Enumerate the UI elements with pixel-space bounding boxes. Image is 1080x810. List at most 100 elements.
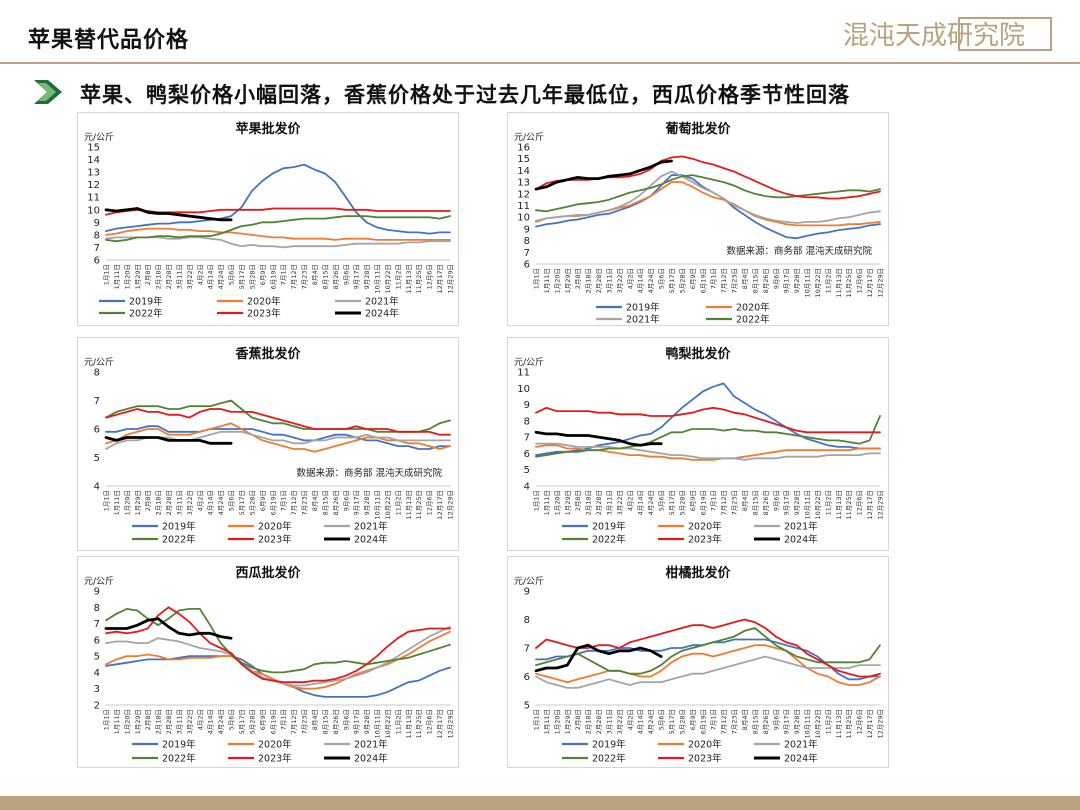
x-tick-label: 4月2日 [626,709,634,730]
x-tick-label: 7月1日 [280,709,288,730]
x-tick-label: 12月17日 [866,490,874,520]
y-tick-label: 7 [94,243,100,254]
series-line-2021年 [535,170,881,224]
y-tick-label: 4 [524,482,530,493]
y-tick-label: 7 [524,433,530,444]
x-tick-label: 3月22日 [616,490,624,515]
x-tick-label: 7月1日 [280,264,288,285]
x-tick-label: 12月17日 [866,268,874,298]
x-tick-label: 10月22日 [384,709,392,739]
x-tick-label: 2月8日 [144,264,152,285]
y-axis-label: 元/公斤 [84,576,114,587]
legend-label: 2020年 [258,521,292,533]
legend-label: 2019年 [592,739,626,751]
x-tick-label: 5月6日 [658,268,666,289]
x-tick-label: 2月8日 [574,490,582,511]
y-tick-label: 6 [94,256,100,267]
y-tick-label: 9 [524,224,530,235]
x-tick-label: 11月2日 [824,709,832,734]
chart-panel-watermelon: 西瓜批发价 元/公斤 2 3 4 5 6 7 8 9 1月1日 1月11日 1月20日 1月29日 2月8日… [77,556,459,768]
series-line-2021年 [535,442,881,461]
x-tick-label: 4月24日 [647,490,655,515]
x-tick-label: 2月28日 [165,709,173,734]
chart-panel-apple: 苹果批发价 元/公斤 6 7 8 9 10 11 12 13 14 15 1月1日 1月11日 1月20日 1… [77,112,459,326]
x-tick-label: 8月15日 [751,268,759,293]
chart-title: 柑橘批发价 [665,565,731,581]
series-line-2019年 [105,425,451,450]
legend-label: 2023年 [258,534,292,546]
x-tick-label: 1月11日 [113,709,121,734]
x-tick-label: 12月17日 [866,709,874,739]
legend-label: 2024年 [784,753,818,765]
series-line-2024年 [534,643,663,673]
x-tick-label: 1月20日 [123,490,131,515]
x-tick-label: 11月2日 [824,268,832,293]
source-note: 数据来源：商务部 混沌天成研究院 [296,467,442,479]
x-tick-label: 7月1日 [280,490,288,511]
x-tick-label: 4月24日 [647,268,655,293]
x-tick-label: 8月4日 [741,268,749,289]
y-tick-label: 11 [87,193,100,204]
chart-title: 苹果批发价 [235,121,301,137]
x-tick-label: 7月23日 [301,490,309,515]
x-tick-label: 4月2日 [626,490,634,511]
x-tick-label: 3月11日 [175,490,183,515]
x-tick-label: 5月28日 [678,490,686,515]
x-tick-label: 2月28日 [595,490,603,515]
x-tick-label: 1月1日 [103,490,111,511]
x-tick-label: 8月15日 [321,490,329,515]
x-tick-label: 5月28日 [248,709,256,734]
y-tick-label: 6 [94,635,100,646]
x-tick-label: 1月11日 [543,268,551,293]
x-tick-label: 6月9日 [259,709,267,730]
x-tick-label: 3月11日 [605,709,613,734]
y-tick-label: 14 [517,166,530,177]
chart-panel-citrus: 柑橘批发价 元/公斤 5 6 7 8 9 1月1日 1月11日 1月20日 1月29日 2月8日 2月1… [507,556,889,768]
x-tick-label: 8月26日 [332,490,340,515]
x-tick-label: 5月17日 [668,490,676,515]
x-tick-label: 2月28日 [595,268,603,293]
y-tick-label: 12 [87,180,100,191]
x-tick-label: 9月28日 [363,264,371,289]
x-tick-label: 7月1日 [710,709,718,730]
legend-label: 2022年 [162,753,196,765]
x-tick-label: 9月6日 [772,490,780,511]
chart-title: 香蕉批发价 [234,346,301,362]
x-tick-label: 2月28日 [165,490,173,515]
x-tick-label: 11月25日 [415,490,423,520]
x-tick-label: 10月22日 [814,490,822,520]
x-tick-label: 2月8日 [574,709,582,730]
x-tick-label: 11月13日 [835,268,843,298]
x-tick-label: 2月18日 [585,268,593,293]
y-tick-label: 13 [87,168,100,179]
x-tick-label: 11月2日 [394,490,402,515]
x-tick-label: 12月6日 [856,268,864,293]
x-tick-label: 10月11日 [804,490,812,520]
x-tick-label: 8月4日 [311,709,319,730]
x-tick-label: 6月19日 [269,264,277,289]
x-tick-label: 2月28日 [595,709,603,734]
x-tick-label: 1月1日 [103,264,111,285]
x-tick-label: 12月17日 [436,709,444,739]
x-tick-label: 10月22日 [384,490,392,520]
x-tick-label: 11月25日 [415,264,423,294]
x-tick-label: 9月6日 [342,709,350,730]
x-tick-label: 9月28日 [363,490,371,515]
x-tick-label: 6月9日 [689,268,697,289]
legend-label: 2019年 [162,739,196,751]
x-tick-label: 1月20日 [553,268,561,293]
y-tick-label: 7 [524,248,530,259]
chart-title: 鸭梨批发价 [665,346,731,362]
x-tick-label: 7月12日 [720,268,728,293]
x-tick-label: 11月13日 [835,709,843,739]
x-tick-label: 11月25日 [845,490,853,520]
x-tick-label: 12月6日 [426,264,434,289]
x-tick-label: 4月24日 [647,709,655,734]
logo-text: 混沌天成研究院 [843,21,1025,51]
legend-label: 2021年 [365,296,399,308]
y-tick-label: 10 [517,213,530,224]
x-tick-label: 5月28日 [678,268,686,293]
legend-label: 2022年 [736,314,770,326]
x-tick-label: 5月17日 [238,490,246,515]
